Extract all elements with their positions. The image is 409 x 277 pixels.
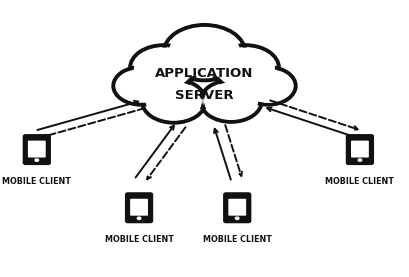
Circle shape [113,67,169,105]
Circle shape [130,45,197,91]
Circle shape [236,217,239,219]
FancyBboxPatch shape [224,193,250,222]
Text: APPLICATION: APPLICATION [155,67,254,80]
FancyBboxPatch shape [130,199,148,216]
FancyBboxPatch shape [228,199,246,216]
Circle shape [117,70,165,102]
Circle shape [169,29,240,76]
Circle shape [212,45,279,91]
FancyBboxPatch shape [126,193,152,222]
Circle shape [35,159,38,161]
Circle shape [240,67,296,105]
Circle shape [146,83,201,120]
Circle shape [142,79,206,123]
Text: MOBILE CLIENT: MOBILE CLIENT [203,235,272,244]
Text: MOBILE CLIENT: MOBILE CLIENT [105,235,173,244]
Circle shape [358,159,362,161]
FancyBboxPatch shape [28,141,46,158]
Circle shape [216,48,274,88]
Circle shape [200,80,262,122]
FancyBboxPatch shape [351,141,369,158]
FancyBboxPatch shape [347,135,373,164]
Text: SERVER: SERVER [175,89,234,102]
FancyBboxPatch shape [24,135,50,164]
Text: MOBILE CLIENT: MOBILE CLIENT [2,177,71,186]
Circle shape [164,25,245,80]
Circle shape [204,83,258,119]
Circle shape [244,70,292,102]
Circle shape [135,48,193,88]
Circle shape [137,217,141,219]
Text: MOBILE CLIENT: MOBILE CLIENT [326,177,394,186]
